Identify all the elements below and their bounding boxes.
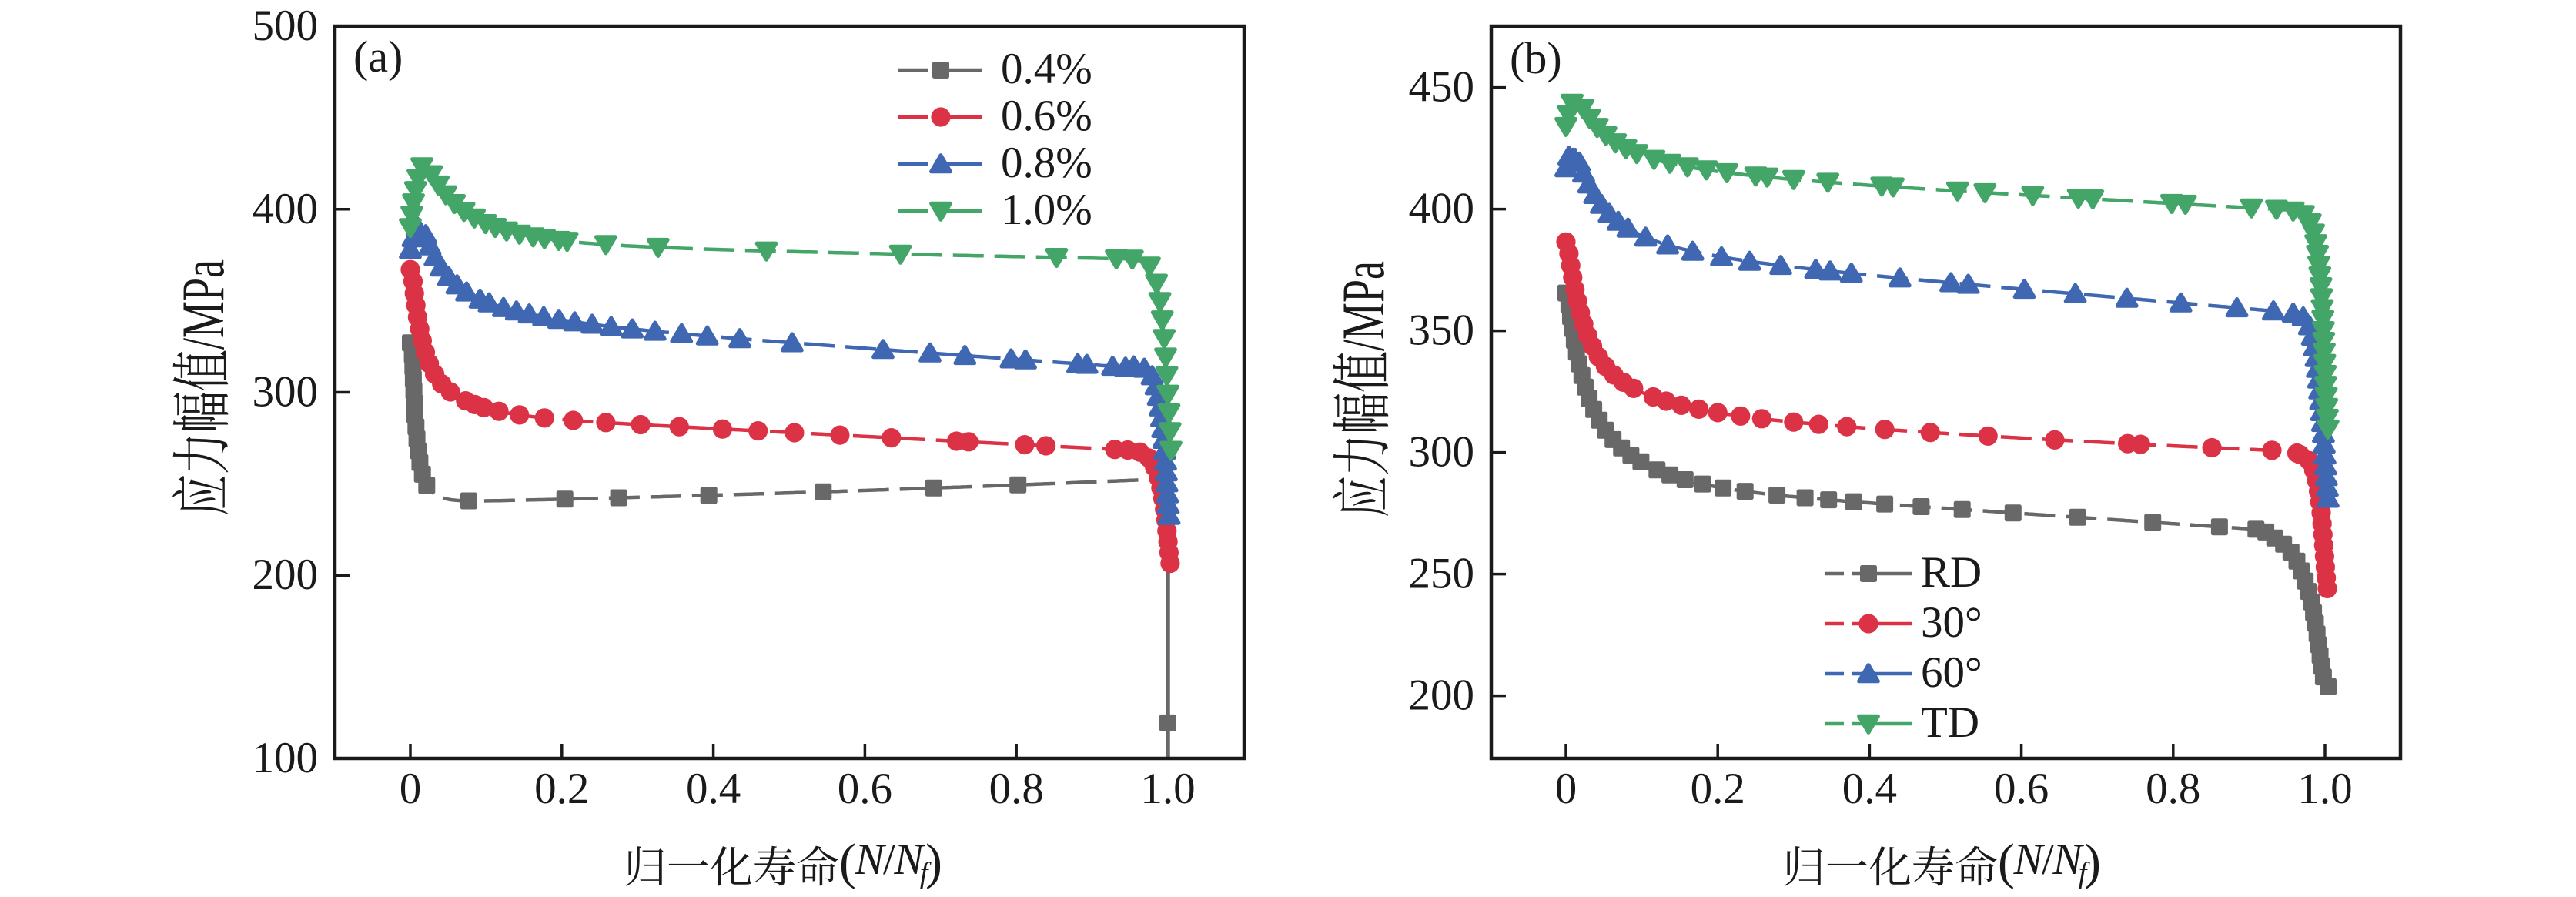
svg-text:0.6: 0.6 <box>838 765 892 813</box>
svg-text:TD: TD <box>1921 698 1979 747</box>
svg-text:350: 350 <box>1409 306 1475 355</box>
svg-text:30°: 30° <box>1921 598 1982 647</box>
svg-text:0.6: 0.6 <box>1994 765 2049 813</box>
svg-text:1.0: 1.0 <box>2297 765 2352 813</box>
svg-text:400: 400 <box>253 185 319 233</box>
svg-text:(a): (a) <box>353 32 403 82</box>
svg-text:1.0%: 1.0% <box>1001 186 1092 234</box>
svg-text:0.4%: 0.4% <box>1001 45 1092 93</box>
svg-text:300: 300 <box>253 368 319 417</box>
svg-text:300: 300 <box>1409 428 1475 477</box>
svg-text:(b): (b) <box>1510 33 1562 83</box>
svg-text:/MPa: /MPa <box>169 259 236 350</box>
svg-text:400: 400 <box>1409 185 1475 233</box>
svg-text:200: 200 <box>253 551 319 599</box>
svg-text:60°: 60° <box>1921 648 1982 697</box>
svg-text:(N/Nf): (N/Nf) <box>1998 834 2099 890</box>
svg-text:450: 450 <box>1409 63 1475 112</box>
svg-text:0.8%: 0.8% <box>1001 139 1092 187</box>
svg-text:100: 100 <box>253 734 319 782</box>
svg-text:0.2: 0.2 <box>1691 765 1745 813</box>
svg-text:0: 0 <box>1555 765 1577 813</box>
svg-text:0.4: 0.4 <box>686 765 741 813</box>
svg-text:RD: RD <box>1921 548 1982 597</box>
svg-text:(N/Nf): (N/Nf) <box>839 834 941 890</box>
svg-text:0.4: 0.4 <box>1842 765 1897 813</box>
svg-text:0.2: 0.2 <box>534 765 589 813</box>
svg-text:0.8: 0.8 <box>989 765 1044 813</box>
svg-text:0: 0 <box>400 765 422 813</box>
svg-text:/MPa: /MPa <box>1330 261 1397 351</box>
svg-text:250: 250 <box>1409 550 1475 598</box>
svg-text:0.8: 0.8 <box>2146 765 2200 813</box>
svg-text:0.6%: 0.6% <box>1001 92 1092 140</box>
svg-text:200: 200 <box>1409 671 1475 720</box>
svg-text:500: 500 <box>253 2 319 50</box>
svg-text:1.0: 1.0 <box>1140 765 1195 813</box>
